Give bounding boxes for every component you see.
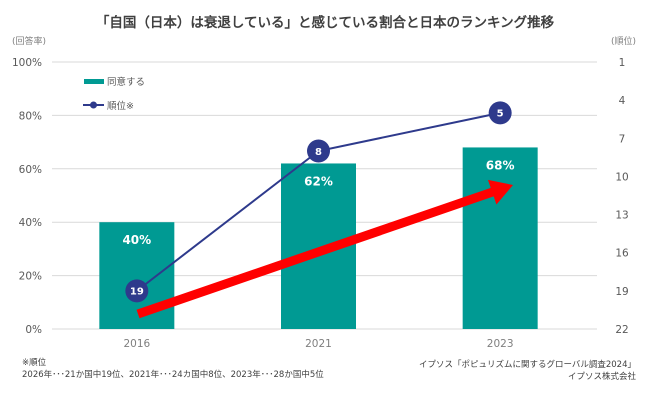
legend-swatch-bar: [84, 79, 104, 84]
x-tick-label: 2021: [305, 338, 332, 350]
bar-data-label: 68%: [486, 158, 515, 172]
legend: 同意する 順位※: [83, 76, 145, 112]
left-axis-label: (回答率): [12, 35, 46, 47]
right-tick-label: 19: [615, 286, 628, 298]
rank-marker: [307, 139, 330, 163]
source-company: イプソス株式会社: [568, 371, 637, 382]
left-tick-label: 0%: [25, 324, 42, 336]
bar: [462, 147, 538, 329]
x-tick-label: 2023: [487, 338, 514, 350]
left-tick-label: 20%: [19, 271, 42, 283]
right-tick-label: 4: [619, 95, 626, 107]
bar-data-label: 40%: [122, 233, 151, 247]
rank-marker: [125, 279, 149, 303]
left-tick-label: 100%: [12, 57, 42, 69]
x-tick-label: 2016: [123, 338, 150, 350]
right-tick-label: 16: [615, 248, 629, 260]
left-tick-label: 60%: [19, 164, 42, 176]
rank-marker-label: 8: [315, 147, 322, 158]
right-tick-label: 10: [615, 171, 628, 183]
chart-title: 「自国（日本）は衰退している」と感じている割合と日本のランキング推移: [96, 14, 555, 31]
legend-label-line: 順位※: [107, 100, 134, 112]
left-tick-label: 40%: [19, 217, 42, 229]
right-tick-label: 22: [615, 324, 628, 336]
trend-arrow-shape: [136, 179, 513, 319]
legend-swatch-marker: [90, 101, 97, 109]
rank-marker: [488, 101, 512, 125]
legend-label-bar: 同意する: [107, 76, 145, 88]
footnote-heading: ※順位: [22, 357, 47, 368]
left-tick-label: 80%: [19, 110, 42, 122]
right-tick-label: 1: [619, 57, 626, 69]
right-axis-ticks: 1 4 7 10 13 16 19 22: [615, 57, 629, 336]
bar: [99, 222, 175, 329]
rank-marker-label: 5: [497, 109, 504, 120]
right-axis-label: (順位): [611, 35, 636, 47]
source-title: イプソス「ポピュリズムに関するグローバル調査2024」: [419, 359, 636, 370]
right-tick-label: 7: [619, 133, 626, 145]
trend-arrow: [136, 179, 513, 319]
right-tick-label: 13: [615, 210, 628, 222]
footnote-detail: 2026年･･･21か国中19位、2021年･･･24カ国中8位、2023年･･…: [22, 369, 324, 380]
x-axis-ticks: 2016 2021 2023: [123, 338, 513, 350]
rank-marker-label: 19: [130, 287, 144, 298]
left-axis-ticks: 0% 20% 40% 60% 80% 100%: [12, 57, 42, 336]
bar-data-label: 62%: [304, 174, 333, 188]
